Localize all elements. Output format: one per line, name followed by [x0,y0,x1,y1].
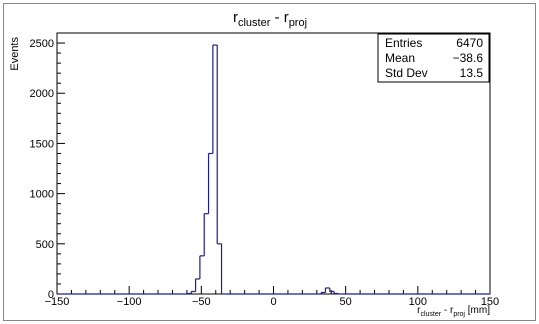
x-axis-label: rcluster - rproj [mm] [417,305,490,318]
x-tick-label: −150 [45,296,70,308]
x-tick-label: 100 [409,296,427,308]
histogram-bins [57,44,490,295]
stats-entries-label: Entries [385,36,422,50]
xlabel-unit: [mm] [465,305,490,316]
xlabel-base: r [417,305,421,316]
stats-box-frame [377,33,490,83]
chart-title: rcluster - rproj [233,9,307,29]
x-tick-label: 150 [481,296,499,308]
stats-entries-value: 6470 [456,36,483,50]
xlabel-mid: - r [441,305,454,316]
stats-mean-label: Mean [385,51,415,65]
y-tick-label: 500 [36,239,54,251]
x-tick-label: −50 [192,296,211,308]
title-base: r [233,9,238,26]
xlabel-sub2: proj [453,311,465,318]
stats-stddev-value: 13.5 [460,66,484,80]
stats-stddev-label: Std Dev [385,66,428,80]
y-tick-label: 0 [48,289,54,301]
stats-box: Entries 6470 Mean −38.6 Std Dev 13.5 [377,33,490,83]
y-tick-label: 2500 [30,38,54,50]
x-tick-label: −100 [117,296,142,308]
y-axis-label: Events [9,37,21,71]
xlabel-sub1: cluster [420,311,441,318]
title-sub2: proj [289,17,307,29]
stats-mean-value: −38.6 [453,51,484,65]
y-tick-label: 1000 [30,189,54,201]
y-tick-label: 1500 [30,138,54,150]
x-tick-label: 0 [270,296,276,308]
title-sub1: cluster [238,17,271,29]
y-tick-label: 2000 [30,88,54,100]
canvas-frame [3,3,536,321]
axis-ticks [56,32,491,295]
title-mid: - r [270,9,288,26]
x-tick-label: 50 [340,296,352,308]
